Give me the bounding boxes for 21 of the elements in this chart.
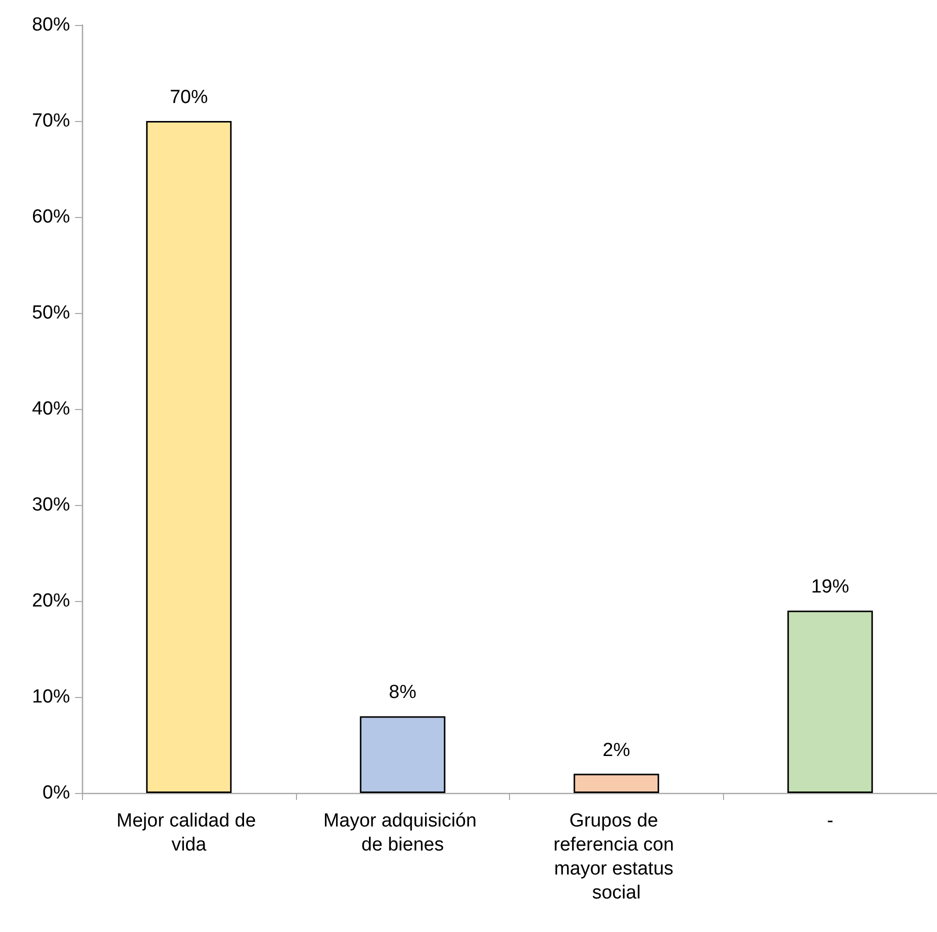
x-tick-label: Grupos de referencia con mayor estatus social	[554, 810, 680, 904]
y-tick-label: 20%	[32, 590, 70, 612]
data-label: 8%	[388, 682, 416, 704]
y-tick-label: 60%	[32, 206, 70, 228]
bar	[787, 610, 873, 793]
y-tick-label: 70%	[32, 110, 70, 132]
x-tick-label: -	[826, 810, 834, 832]
y-tick-label: 50%	[32, 302, 70, 324]
bar	[574, 774, 660, 793]
x-tick-label: Mejor calidad de vida	[116, 810, 262, 856]
data-label: 70%	[170, 87, 208, 108]
y-tick-label: 80%	[32, 14, 70, 36]
bar	[146, 121, 232, 793]
data-label: 19%	[811, 576, 850, 598]
data-label: 2%	[602, 740, 630, 761]
y-tick-label: 40%	[32, 398, 70, 420]
y-tick-label: 10%	[32, 686, 70, 708]
bar	[360, 716, 446, 793]
y-tick-label: 0%	[42, 782, 70, 804]
x-tick-label: Mayor adquisición de bienes	[323, 810, 482, 856]
y-tick-label: 30%	[32, 494, 70, 516]
